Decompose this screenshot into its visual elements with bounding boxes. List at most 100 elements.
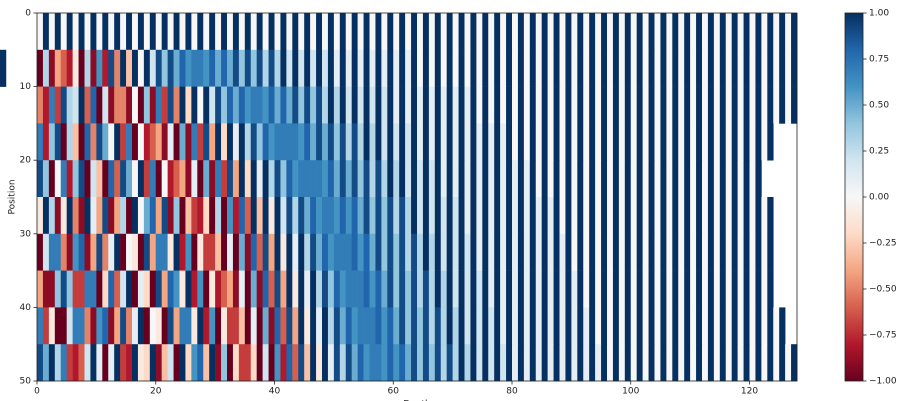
cell <box>114 123 121 161</box>
cell <box>369 160 376 198</box>
cell <box>422 49 430 87</box>
cell <box>327 197 335 235</box>
cell <box>268 86 275 124</box>
cell <box>167 270 174 308</box>
cell <box>684 13 691 51</box>
cell <box>446 307 453 345</box>
cell <box>761 123 768 161</box>
cell <box>684 307 691 345</box>
cell <box>363 270 370 308</box>
cell <box>737 307 744 345</box>
cell <box>96 233 103 271</box>
cell <box>357 49 364 87</box>
cell <box>375 270 382 308</box>
cell <box>595 270 602 308</box>
cell <box>42 86 50 124</box>
cell <box>452 13 459 51</box>
cell <box>304 49 311 87</box>
cell <box>541 123 548 161</box>
cell <box>440 86 447 124</box>
cell <box>137 233 145 271</box>
cell <box>654 307 661 345</box>
cell <box>583 307 590 345</box>
cell <box>179 13 186 51</box>
cell <box>523 13 531 51</box>
cell <box>126 270 133 308</box>
cell <box>654 123 661 161</box>
cell <box>132 13 139 51</box>
cell <box>422 344 430 382</box>
cell <box>654 13 661 51</box>
cell <box>126 123 133 161</box>
cell <box>60 123 67 161</box>
cell <box>743 233 750 271</box>
cell <box>642 86 649 124</box>
cell <box>375 49 382 87</box>
cell <box>292 270 299 308</box>
cell <box>363 307 370 345</box>
cell <box>559 123 566 161</box>
cell <box>244 13 252 51</box>
cell <box>393 197 400 235</box>
cell <box>250 86 257 124</box>
cell <box>120 49 127 87</box>
cell <box>500 86 507 124</box>
cell <box>339 307 347 345</box>
cell <box>440 123 447 161</box>
cell <box>191 13 198 51</box>
cell <box>381 123 388 161</box>
cell <box>108 197 115 235</box>
cell <box>78 344 85 382</box>
cell <box>250 344 257 382</box>
cell <box>761 13 768 51</box>
cell <box>666 344 673 382</box>
cell <box>559 49 566 87</box>
cell <box>470 344 477 382</box>
cell <box>565 123 572 161</box>
cell <box>458 197 465 235</box>
cell <box>161 160 168 198</box>
cell <box>434 307 442 345</box>
cell <box>161 307 168 345</box>
cell <box>280 344 287 382</box>
cell <box>345 86 352 124</box>
cell <box>624 86 632 124</box>
cell <box>577 123 584 161</box>
cell <box>262 13 269 51</box>
cell <box>446 160 453 198</box>
cell <box>535 13 542 51</box>
cell <box>446 13 453 51</box>
cell <box>666 123 673 161</box>
cell <box>713 344 721 382</box>
cell <box>78 307 85 345</box>
cell <box>553 13 560 51</box>
cell <box>571 160 578 198</box>
cell <box>743 344 750 382</box>
cell <box>500 270 507 308</box>
cell <box>203 197 210 235</box>
cell <box>108 307 115 345</box>
cell <box>262 123 269 161</box>
cell <box>452 307 459 345</box>
cell <box>126 197 133 235</box>
cell <box>102 160 109 198</box>
cell <box>583 49 590 87</box>
cell <box>221 233 228 271</box>
cell <box>411 344 418 382</box>
cell <box>78 197 85 235</box>
cell <box>636 307 643 345</box>
cell <box>286 160 293 198</box>
cell <box>90 86 97 124</box>
cell <box>565 197 572 235</box>
cell <box>589 49 596 87</box>
cell <box>529 49 537 87</box>
cell <box>547 160 554 198</box>
cell <box>482 344 489 382</box>
cell <box>298 86 305 124</box>
cell <box>60 160 67 198</box>
cell <box>636 123 643 161</box>
cell <box>446 270 453 308</box>
cell <box>155 13 162 51</box>
cell <box>304 13 311 51</box>
cell <box>54 49 62 87</box>
